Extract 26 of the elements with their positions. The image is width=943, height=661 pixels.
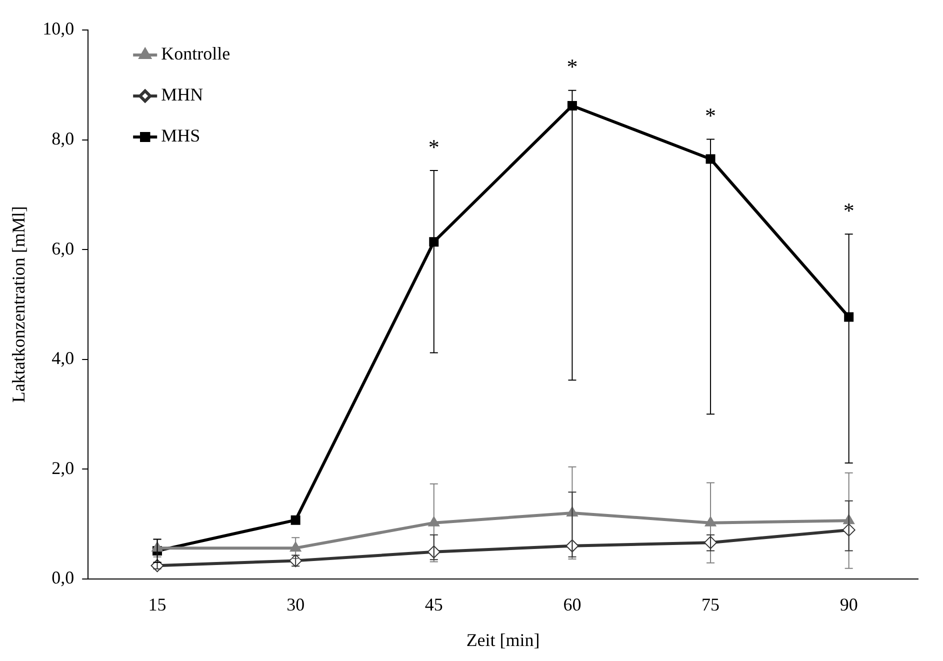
x-tick-label: 90	[840, 594, 858, 614]
y-tick-label: 2,0	[52, 458, 74, 478]
annotation: *	[428, 134, 440, 160]
x-tick-label: 60	[563, 594, 582, 614]
point	[844, 312, 854, 322]
point	[429, 237, 439, 247]
legend-label: Kontrolle	[161, 44, 230, 64]
legend-label: MHS	[161, 126, 200, 146]
y-tick-label: 10,0	[42, 18, 74, 39]
annotation: *	[843, 198, 854, 223]
x-axis-title: Zeit [min]	[466, 630, 540, 650]
legend-label: MHN	[161, 84, 204, 105]
x-tick-label: 75	[702, 594, 720, 614]
x-tick-label: 15	[148, 594, 166, 614]
annotation: *	[566, 54, 578, 80]
x-tick-label: 45	[424, 594, 443, 614]
annotation: *	[705, 102, 716, 128]
y-tick-label: 4,0	[52, 348, 74, 368]
y-tick-label: 6,0	[52, 238, 74, 258]
y-tick-label: 8,0	[52, 128, 74, 148]
x-tick-label: 30	[286, 594, 305, 614]
point	[567, 100, 577, 110]
point	[706, 154, 716, 164]
point	[290, 515, 300, 525]
y-axis-title: Laktatkonzentration [mMl]	[8, 206, 29, 403]
y-tick-label: 0,0	[52, 568, 74, 588]
